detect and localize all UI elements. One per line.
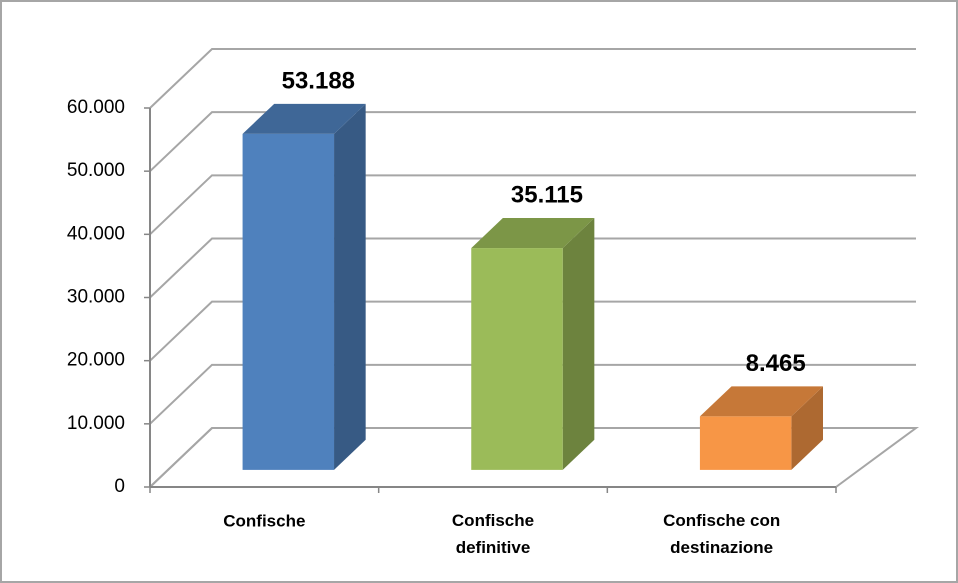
y-tick-label: 40.000 [67,223,125,244]
y-tick-label: 50.000 [67,160,125,181]
x-tick-line: destinazione [670,538,773,557]
value-label: 53.188 [282,67,355,94]
y-tick-label: 60.000 [67,97,125,118]
x-tick-line: definitive [456,538,531,557]
grid-line [149,363,916,425]
y-tick-label: 0 [114,476,125,497]
value-label: 35.115 [511,181,583,208]
grid-line [149,48,916,109]
x-tick-label: Confische con destinazione [663,511,780,557]
x-tick-line: Confische [452,511,534,530]
bar [242,103,366,470]
grid-line [149,300,916,362]
x-tick-label: Confische definitive [452,511,534,557]
bar-front [242,133,335,470]
bar-side [562,217,595,470]
value-label: 8.465 [746,350,806,377]
bar-side [791,386,823,470]
grid-line [149,427,916,488]
y-tick-label: 20.000 [67,350,125,371]
grid-line [149,237,916,299]
bar-front [699,416,792,470]
x-tick-line: Confische con [663,511,780,530]
grid-line [149,111,916,172]
y-tick-label: 30.000 [67,287,125,308]
bar-top [242,103,366,134]
bar-front [471,248,563,470]
grid-line [149,174,916,236]
bar-top [699,386,823,417]
x-tick-label: Confische [223,511,305,530]
bar-side [334,103,366,470]
bar [699,386,823,470]
bar [471,217,595,470]
bar-top [471,217,595,249]
y-tick-label: 10.000 [67,413,125,434]
